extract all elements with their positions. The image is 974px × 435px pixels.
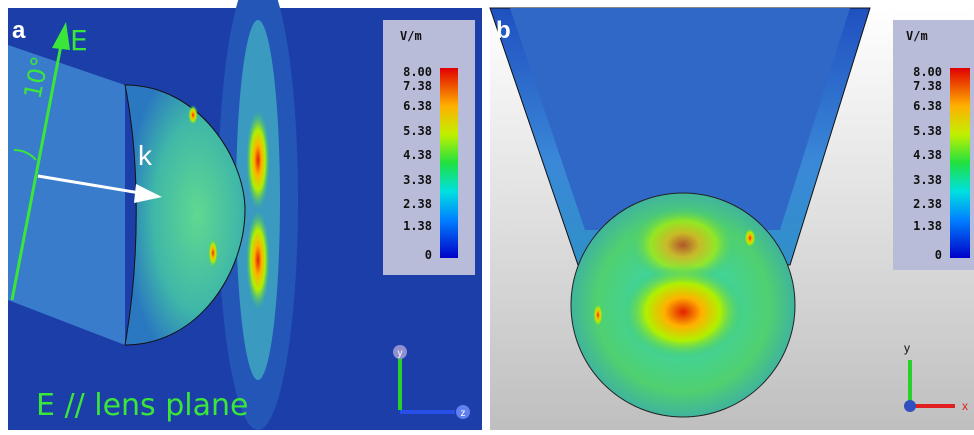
axis-y-label: y [398,348,403,359]
axis-origin [904,400,916,412]
scale-label: 0 [935,248,942,262]
axis-z-label: z [461,408,466,419]
scale-label: 0 [425,248,432,262]
hot-spot [246,110,270,210]
unit-label: V/m [906,29,928,43]
scale-label: 7.38 [403,79,432,93]
scale-label: 5.38 [913,124,942,138]
e-label: E [70,24,88,57]
scale-label: 8.00 [403,65,432,79]
scale-label: 8.00 [913,65,942,79]
scale-label: 7.38 [913,79,942,93]
hot-spot [593,303,603,327]
page: {"panels": [ {"label": "a", "unit": "V/m… [0,0,974,435]
color-bar [440,68,458,258]
scale-label: 2.38 [913,197,942,211]
axis-x-label: x [962,399,968,413]
color-bar [950,68,970,258]
unit-label: V/m [400,29,422,43]
scale-label: 6.38 [913,99,942,113]
panel-label: a [12,17,26,44]
hot-spot [621,264,745,360]
k-label: k [138,140,153,171]
hot-spot [246,210,270,310]
figure: a E 10° k E // lens plane V/m y z b V/m … [0,0,974,435]
hot-spot [744,228,756,248]
scale-label: 1.38 [403,219,432,233]
panel-b: b V/m y x [490,8,974,430]
panel-label: b [496,17,511,44]
scale-label: 4.38 [403,148,432,162]
hot-spot [188,105,198,125]
scale-label: 1.38 [913,219,942,233]
hot-spot [208,238,218,268]
scale-label: 4.38 [913,148,942,162]
scale-label: 2.38 [403,197,432,211]
scale-label: 6.38 [403,99,432,113]
axis-y-label: y [904,341,910,355]
scale-label: 5.38 [403,124,432,138]
scale-label: 3.38 [913,173,942,187]
scale-label: 3.38 [403,173,432,187]
polarization-label: E // lens plane [36,388,248,423]
